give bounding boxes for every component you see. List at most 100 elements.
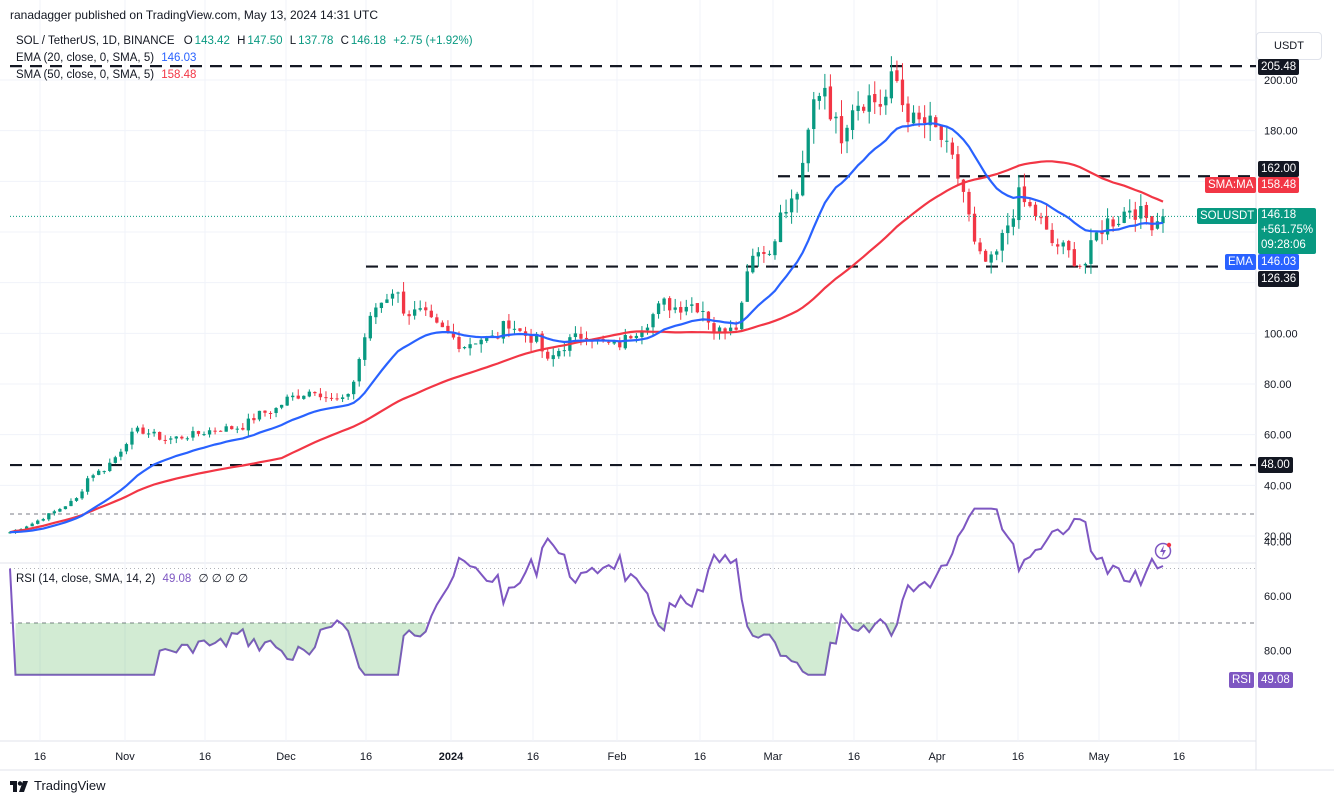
candle-body [856, 105, 860, 112]
candle-body [385, 299, 389, 303]
candle-body [180, 436, 184, 439]
candle-body [1028, 202, 1032, 207]
candle-body [629, 336, 633, 339]
candle-body [468, 344, 472, 349]
ema-legend[interactable]: EMA (20, close, 0, SMA, 5) 146.03 [16, 52, 196, 64]
price-tag-change: +561.75% [1261, 224, 1314, 236]
candle-body [1161, 216, 1165, 224]
candle-body [396, 292, 400, 294]
candle-body [784, 211, 788, 214]
level-126-tag: 126.36 [1258, 271, 1300, 287]
candle-body [734, 327, 738, 330]
rsi-axis-ticks: 80.00 60.00 40.00 [1264, 536, 1292, 657]
candle-body [274, 408, 278, 414]
price-tick-label: 180.00 [1264, 126, 1298, 138]
candle-body [839, 116, 844, 144]
level-205-tag: 205.48 [1258, 59, 1300, 75]
candle-body [213, 430, 217, 432]
candle-body [41, 519, 45, 521]
candle-body [58, 509, 62, 512]
sma-legend[interactable]: SMA (50, close, 0, SMA, 5) 158.48 [16, 69, 196, 81]
candle-body [1056, 244, 1060, 247]
candle-body [795, 193, 799, 200]
tradingview-brand: TradingView [34, 778, 106, 793]
candle-body [235, 428, 239, 430]
candle-body [130, 431, 134, 445]
ema20-line[interactable] [9, 122, 1164, 534]
candle-body [224, 426, 228, 432]
candle-body [340, 397, 345, 400]
candle-body [446, 325, 450, 332]
low-value: 137.78 [298, 35, 334, 47]
currency-button[interactable]: USDT [1256, 32, 1322, 60]
candle-body [1017, 187, 1021, 221]
candle-body [174, 436, 178, 439]
candle-body [845, 127, 849, 142]
candle-body [562, 350, 566, 352]
candle-body [324, 397, 328, 399]
candle-body [196, 431, 201, 434]
candle-body [557, 350, 561, 357]
candle-body [124, 444, 129, 452]
candle-body [684, 306, 688, 312]
alert-icon[interactable] [1154, 542, 1172, 560]
ema-tag-value: 146.03 [1258, 254, 1300, 270]
symbol-label[interactable]: SOL / TetherUS, 1D, BINANCE [16, 35, 175, 47]
price-tick-label: 100.00 [1264, 328, 1298, 340]
candle-body [185, 438, 190, 440]
candle-body [69, 500, 73, 507]
candle-body [291, 395, 295, 398]
candle-body [1083, 263, 1088, 266]
candle-body [717, 327, 722, 333]
candle-body [285, 396, 289, 406]
candle-body [1155, 221, 1160, 229]
price-tag-label: SOLUSDT [1197, 208, 1258, 224]
candle-body [728, 327, 733, 332]
candle-body [1105, 218, 1110, 235]
level-162-tag: 162.00 [1258, 161, 1300, 177]
candle-body [169, 438, 173, 440]
candle-body [917, 112, 921, 120]
candle-body [518, 328, 522, 331]
time-tick-label: 16 [34, 751, 46, 763]
rsi-legend[interactable]: RSI (14, close, SMA, 14, 2) 49.08 ∅ ∅ ∅ … [16, 571, 248, 585]
candle-body [302, 395, 306, 399]
rsi-tag-value: 49.08 [1258, 672, 1293, 688]
publisher-line: ranadagger published on TradingView.com,… [10, 8, 379, 22]
tradingview-footer[interactable]: TradingView [10, 778, 106, 793]
rsi-overbought-fill [747, 623, 836, 675]
rsi-tag-label: RSI [1229, 672, 1255, 688]
candle-body [529, 335, 533, 343]
candle-body [307, 391, 311, 397]
candle-body [108, 462, 112, 471]
candle-body [862, 106, 866, 111]
candle-body [257, 410, 262, 420]
candle-body [607, 341, 611, 343]
candle-body [407, 314, 411, 317]
rsi-line[interactable] [9, 507, 1164, 676]
sma-legend-value: 158.48 [161, 69, 197, 81]
open-label: O [183, 35, 193, 47]
open-value: 143.42 [194, 35, 230, 47]
candle-body [91, 475, 95, 478]
candle-body [1072, 249, 1076, 267]
candle-body [972, 213, 977, 242]
candle-body [584, 337, 589, 340]
low-label: L [289, 35, 297, 47]
candle-body [690, 304, 694, 306]
high-label: H [237, 35, 246, 47]
ema-legend-label: EMA (20, close, 0, SMA, 5) [16, 52, 155, 64]
close-value: 146.18 [350, 35, 387, 47]
rsi-legend-extras: ∅ ∅ ∅ ∅ [198, 573, 249, 585]
candle-body [967, 191, 971, 215]
level-48-tag: 48.00 [1258, 457, 1293, 473]
high-value: 147.50 [247, 35, 283, 47]
candle-body [767, 253, 772, 255]
candle-body [152, 431, 156, 434]
candle-body [922, 117, 927, 124]
candle-body [141, 427, 145, 434]
sma50-line[interactable] [9, 160, 1164, 534]
change-value: +2.75 (+1.92%) [393, 35, 473, 47]
candle-body [828, 86, 833, 120]
